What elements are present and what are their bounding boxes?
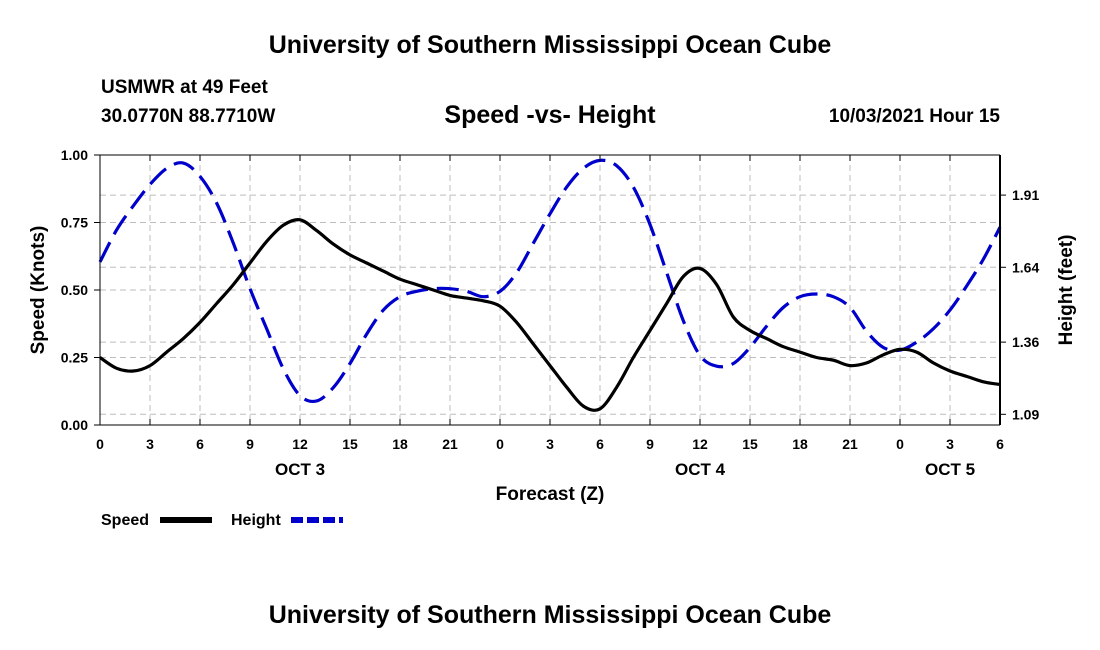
footer-title: University of Southern Mississippi Ocean… (268, 601, 832, 629)
x-axis-label: Forecast (Z) (496, 484, 605, 505)
x-tick-label: 9 (646, 436, 654, 452)
grid-lines (100, 155, 1000, 425)
series-line-speed (99, 218, 1001, 412)
date-label: OCT 4 (675, 460, 726, 479)
legend-label-height: Height (231, 512, 281, 529)
x-tick-label: 3 (546, 436, 554, 452)
y-tick-label: 0.00 (61, 417, 88, 433)
y2-tick-label: 1.36 (1012, 334, 1039, 350)
y-tick-label: 0.75 (61, 215, 88, 231)
y-tick-label: 0.25 (61, 350, 88, 366)
legend: Speed Height (101, 512, 343, 529)
y-axis-label: Speed (Knots) (28, 226, 49, 355)
x-tick-label: 0 (496, 436, 504, 452)
axis-labels: Forecast (Z) Speed (Knots) Height (feet) (28, 226, 1077, 505)
series-layer (98, 158, 1002, 412)
x-tick-label: 6 (196, 436, 204, 452)
axes: 0 3 6 9 12 15 18 21 0 3 6 9 12 15 18 21 0 3 6 0.00 0.25 0.50 0… (61, 147, 1040, 479)
x-tick-label: 15 (742, 436, 758, 452)
x-tick-label: 0 (96, 436, 104, 452)
date-label: OCT 3 (275, 460, 325, 479)
x-tick-label: 18 (792, 436, 808, 452)
chart-title: Speed -vs- Height (444, 101, 656, 129)
x-tick-label: 6 (596, 436, 604, 452)
x-tick-label: 15 (342, 436, 358, 452)
forecast-datetime: 10/03/2021 Hour 15 (828, 106, 1000, 127)
date-label: OCT 5 (925, 460, 975, 479)
series-line-height (98, 158, 1002, 404)
x-tick-label: 6 (996, 436, 1004, 452)
x-tick-label: 12 (692, 436, 708, 452)
y2-tick-label: 1.64 (1012, 259, 1039, 275)
legend-label-speed: Speed (101, 512, 149, 529)
y2-tick-label: 1.91 (1012, 187, 1039, 203)
station-coordinates: 30.0770N 88.7710W (101, 106, 276, 127)
x-tick-label: 3 (146, 436, 154, 452)
y-tick-label: 1.00 (61, 147, 88, 163)
y2-tick-label: 1.09 (1012, 406, 1039, 422)
page-title: University of Southern Mississippi Ocean… (268, 31, 832, 59)
y2-axis-label: Height (feet) (1056, 235, 1077, 346)
x-tick-label: 0 (896, 436, 904, 452)
x-tick-label: 18 (392, 436, 408, 452)
y-tick-label: 0.50 (61, 282, 88, 298)
x-tick-label: 3 (946, 436, 954, 452)
x-tick-label: 21 (842, 436, 858, 452)
x-tick-label: 12 (292, 436, 308, 452)
x-tick-label: 9 (246, 436, 254, 452)
x-tick-label: 21 (442, 436, 458, 452)
station-label: USMWR at 49 Feet (101, 77, 268, 98)
